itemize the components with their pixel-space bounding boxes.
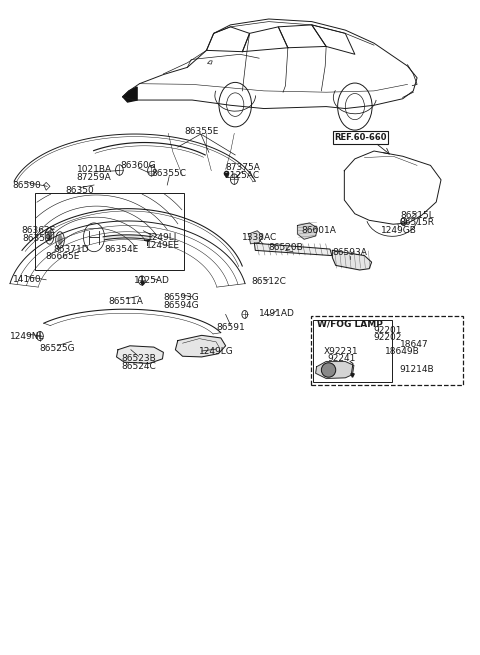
Text: 86511A: 86511A [108,297,144,306]
Text: 87375A: 87375A [225,163,260,172]
Text: 1249LG: 1249LG [199,347,233,356]
Text: 86350: 86350 [65,186,94,195]
Polygon shape [316,362,354,379]
Ellipse shape [322,363,336,377]
Text: 91214B: 91214B [400,365,434,374]
Polygon shape [249,231,263,244]
Polygon shape [117,346,163,364]
Ellipse shape [58,235,62,245]
Text: 86515R: 86515R [399,218,434,227]
Text: 18647: 18647 [400,340,429,349]
Text: 92241: 92241 [327,354,356,364]
Text: 86354E: 86354E [104,244,138,253]
Text: 86355C: 86355C [152,170,187,178]
Polygon shape [175,335,226,357]
Text: 86590: 86590 [12,181,41,189]
Text: 86360G: 86360G [120,161,156,170]
Text: 92201: 92201 [373,326,402,335]
Text: 18649B: 18649B [385,347,420,356]
Text: 1249GB: 1249GB [381,226,417,235]
Polygon shape [103,235,152,240]
Text: X92231: X92231 [324,347,359,356]
Text: 1249EE: 1249EE [145,241,180,250]
Text: 14160: 14160 [12,274,41,284]
Text: 86594G: 86594G [164,301,199,310]
Text: 87259A: 87259A [77,173,111,181]
Text: 86525G: 86525G [39,344,75,353]
Bar [313,320,392,382]
Text: 86523B: 86523B [121,354,156,364]
Text: 86593G: 86593G [164,293,200,302]
Text: W/FOG LAMP: W/FOG LAMP [317,319,383,328]
Text: 86593A: 86593A [333,248,368,257]
Text: 86515L: 86515L [400,210,434,219]
Polygon shape [123,87,137,102]
Text: 86665E: 86665E [46,252,80,261]
Text: 1249NL: 1249NL [10,332,44,341]
Text: 92202: 92202 [373,333,402,343]
Text: 86359: 86359 [22,234,51,243]
Polygon shape [332,250,372,270]
Text: 86512C: 86512C [251,277,286,286]
Text: 86591: 86591 [216,323,245,332]
Text: 86362E: 86362E [21,226,55,235]
Text: 86601A: 86601A [301,226,336,235]
Text: 86355E: 86355E [184,127,219,136]
Text: 1021BA: 1021BA [76,165,111,174]
Text: 86520B: 86520B [268,243,303,252]
Text: 1125AD: 1125AD [133,276,169,285]
Ellipse shape [47,231,52,241]
Text: 1491AD: 1491AD [259,309,295,318]
Polygon shape [298,223,318,239]
Text: REF.60-660: REF.60-660 [335,134,387,142]
Text: 1338AC: 1338AC [241,233,277,242]
FancyBboxPatch shape [311,316,463,385]
Text: 86371D: 86371D [54,244,89,253]
FancyBboxPatch shape [333,132,388,145]
Text: 1249LJ: 1249LJ [147,233,178,242]
Text: 86524C: 86524C [121,362,156,371]
Bar [35,193,183,270]
Polygon shape [254,243,332,255]
Text: 1125AC: 1125AC [225,171,260,179]
